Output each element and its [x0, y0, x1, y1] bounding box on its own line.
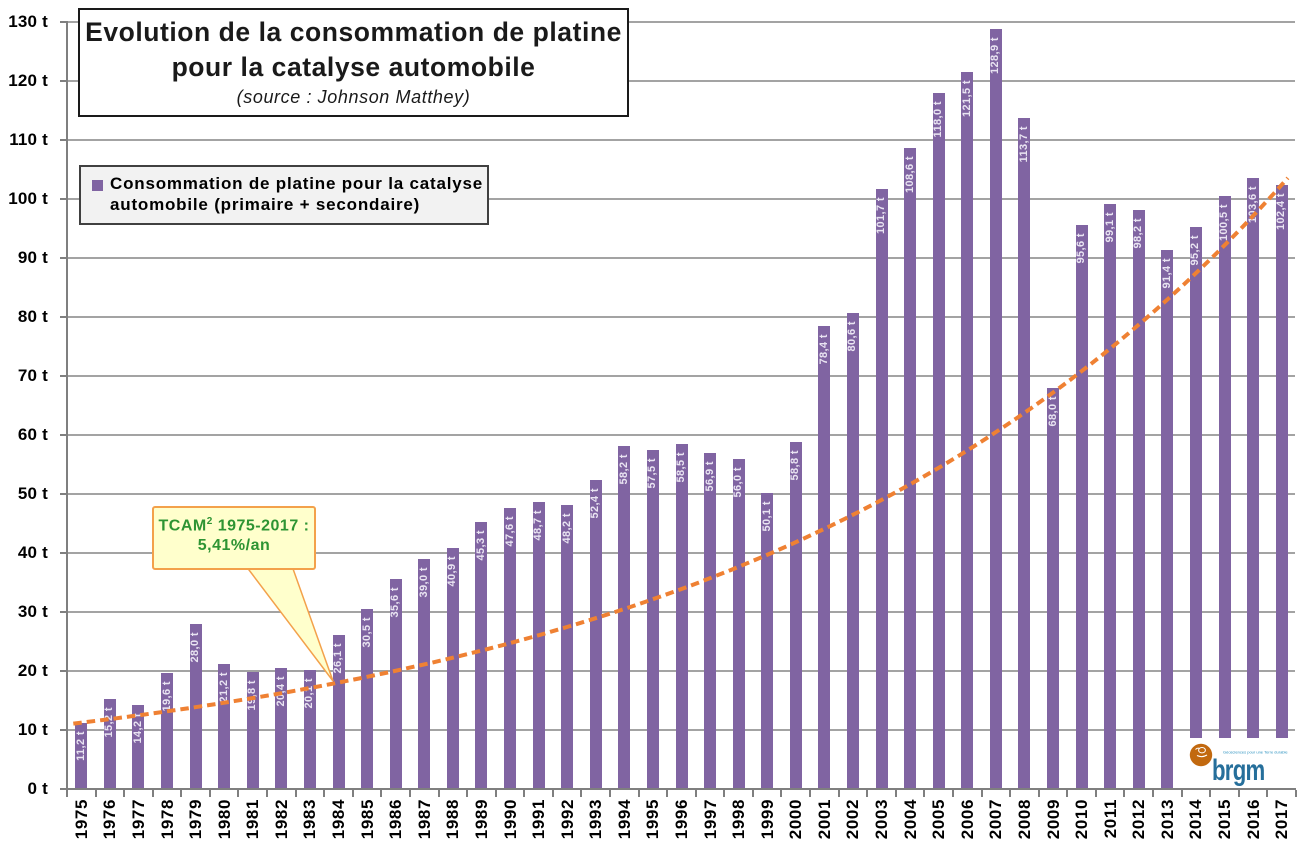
svg-text:brgm: brgm [1212, 753, 1265, 787]
svg-text:Géosciences pour une Terre dur: Géosciences pour une Terre durable [1223, 750, 1288, 755]
